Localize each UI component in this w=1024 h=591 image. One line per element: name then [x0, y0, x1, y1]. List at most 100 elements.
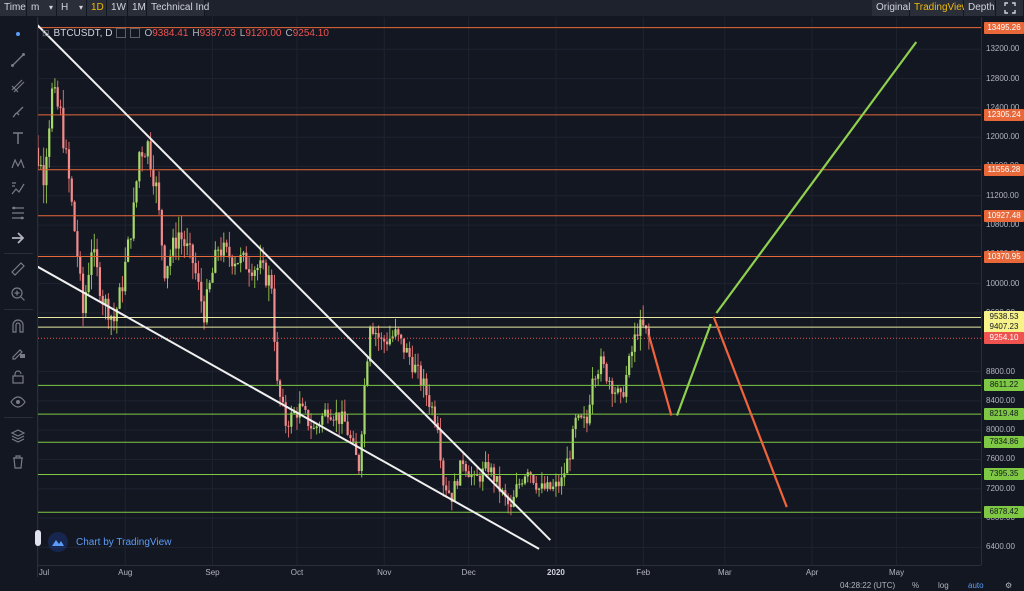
technical-indicators-button[interactable]: Technical Ind: [147, 0, 209, 16]
arrow-right-icon[interactable]: [9, 229, 27, 247]
log-toggle[interactable]: log: [938, 581, 949, 590]
settings-icon[interactable]: [116, 28, 127, 38]
candle-body: [481, 468, 484, 482]
top-toolbar: Time m ▾ H ▾ 1D 1W 1M Technical Ind Origin…: [0, 0, 1024, 16]
candle-body: [453, 481, 456, 502]
candle-body: [225, 242, 228, 247]
eye-icon[interactable]: [9, 393, 27, 411]
interval-1d-button[interactable]: 1D: [87, 0, 107, 16]
candle-body: [557, 481, 560, 487]
brush-icon[interactable]: [9, 103, 27, 121]
time-tick-label: Oct: [290, 568, 304, 577]
trendline-icon[interactable]: [9, 51, 27, 69]
magnet-icon[interactable]: [9, 317, 27, 335]
candle-body: [65, 148, 68, 150]
prediction-icon[interactable]: [9, 179, 27, 197]
ruler-icon[interactable]: [9, 260, 27, 278]
candle-body: [256, 267, 259, 271]
candle-body: [360, 434, 363, 471]
projection-path-line: [647, 334, 673, 416]
candle-body: [242, 252, 245, 256]
candle-body: [430, 406, 434, 408]
trash-icon[interactable]: [9, 453, 27, 471]
candle-body: [233, 263, 237, 267]
candle-body: [563, 473, 566, 478]
ohlc-legend: ⊟ BTCUSDT, D O 9384.41 H 9387.03 L 9120.00 …: [42, 26, 329, 40]
depth-view-button[interactable]: Depth: [964, 0, 996, 16]
candle-body: [276, 341, 279, 381]
candle-body: [304, 405, 307, 410]
candle-body: [377, 333, 380, 338]
tradingview-view-button[interactable]: TradingView: [910, 0, 969, 16]
gear-icon[interactable]: ⚙: [1005, 581, 1013, 590]
price-level-label: 7834.86: [984, 436, 1024, 449]
price-level-label: 6878.42: [984, 506, 1024, 519]
pitchfork-icon[interactable]: [9, 77, 27, 95]
candle-body: [456, 481, 459, 486]
candle-body: [180, 232, 183, 240]
candle-body: [605, 364, 608, 382]
time-axis[interactable]: Jul Aug Sep Oct Nov Dec 2020 Feb Mar Apr May: [38, 565, 981, 580]
pane-scroll-handle[interactable]: [35, 530, 41, 546]
candle-body: [566, 458, 569, 474]
candle-body: [38, 147, 40, 166]
projection-path-line: [712, 316, 788, 508]
candle-body: [529, 472, 532, 475]
collapse-icon[interactable]: ⊟: [42, 27, 50, 38]
candle-body: [391, 336, 394, 339]
percent-toggle[interactable]: %: [912, 581, 920, 590]
candle-body: [599, 356, 603, 375]
candle-body: [231, 257, 234, 267]
price-tick-label: 8400.00: [986, 395, 1015, 405]
auto-scale-toggle[interactable]: auto: [968, 581, 984, 590]
candle-body: [509, 504, 513, 507]
minutes-dropdown[interactable]: m ▾: [27, 0, 57, 16]
time-tick-label: Aug: [118, 568, 133, 577]
candle-body: [208, 282, 211, 290]
price-level-label: 9254.10: [984, 332, 1024, 345]
high-value: 9387.03: [199, 27, 236, 39]
price-axis[interactable]: 13200.0012800.0012400.0012000.0011600.00…: [981, 17, 1024, 565]
candle-body: [411, 356, 414, 373]
candle-body: [149, 141, 152, 170]
candle-body: [628, 356, 631, 375]
fib-retracement-icon[interactable]: [9, 204, 27, 222]
candle-body: [371, 327, 375, 334]
candle-body: [163, 245, 166, 279]
pattern-icon[interactable]: [9, 155, 27, 173]
candle-body: [405, 348, 408, 353]
toolbar-divider: [4, 253, 33, 254]
price-tick-label: 8000.00: [986, 425, 1015, 435]
candle-body: [340, 411, 344, 424]
utc-clock: 04:28:22 (UTC): [840, 581, 896, 590]
interval-1w-button[interactable]: 1W: [107, 0, 128, 16]
fullscreen-icon[interactable]: [996, 0, 1024, 16]
original-view-button[interactable]: Original: [872, 0, 910, 16]
layers-icon[interactable]: [9, 427, 27, 445]
candle-body: [200, 281, 203, 302]
chart-pane[interactable]: [38, 17, 981, 565]
text-tool-icon[interactable]: [9, 129, 27, 147]
candle-body: [369, 327, 372, 362]
candle-body: [400, 334, 403, 339]
crosshair-icon[interactable]: [9, 25, 27, 43]
price-level-label: 10370.95: [984, 250, 1024, 263]
close-icon[interactable]: [130, 28, 141, 38]
time-button[interactable]: Time: [0, 0, 27, 16]
tradingview-watermark[interactable]: Chart by TradingView: [48, 532, 171, 552]
price-chart[interactable]: [38, 17, 981, 565]
lock-drawing-icon[interactable]: [9, 343, 27, 361]
candle-body: [518, 483, 521, 485]
candle-body: [248, 269, 251, 273]
candle-body: [205, 289, 208, 323]
lock-icon[interactable]: [9, 368, 27, 386]
projection-path-line: [675, 323, 712, 416]
hours-dropdown[interactable]: H ▾: [57, 0, 87, 16]
candle-body: [352, 438, 355, 442]
symbol-label: BTCUSDT, D: [53, 27, 113, 39]
candle-body: [50, 88, 54, 129]
zoom-in-icon[interactable]: [9, 285, 27, 303]
interval-1m-button[interactable]: 1M: [128, 0, 147, 16]
candle-body: [495, 476, 498, 482]
watermark-label: Chart by TradingView: [76, 536, 172, 548]
